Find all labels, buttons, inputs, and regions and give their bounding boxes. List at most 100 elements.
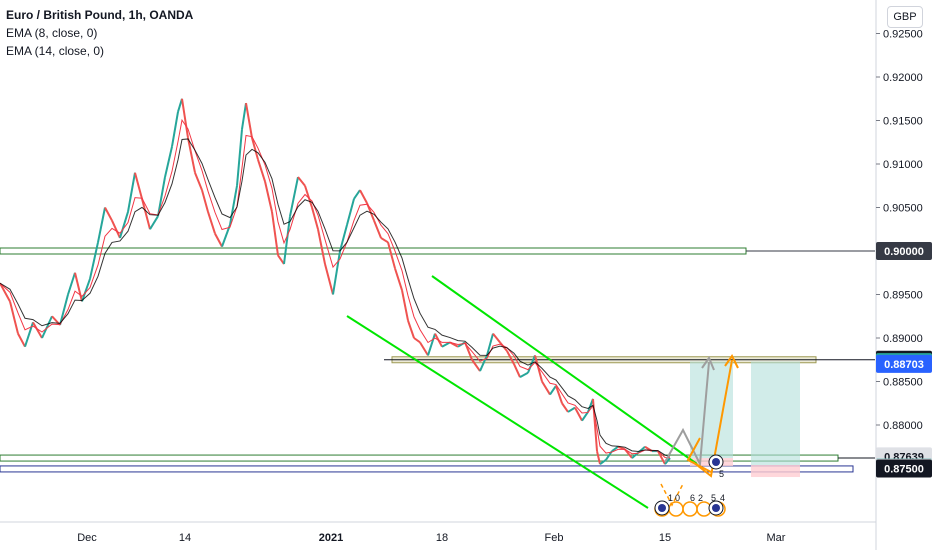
price-segment xyxy=(149,215,159,230)
price-segment xyxy=(67,272,76,295)
price-segment xyxy=(164,146,173,178)
dashed-drop-line xyxy=(660,483,684,507)
price-segment xyxy=(214,233,223,248)
event-count-label: 0 xyxy=(675,493,680,503)
price-segment xyxy=(74,272,83,302)
price-segment xyxy=(513,363,521,378)
price-segment xyxy=(506,350,515,365)
projection-path-orange-2 xyxy=(686,437,712,473)
event-count-label: 6 xyxy=(690,493,695,503)
price-tag-0.88703 xyxy=(876,354,932,373)
price-segment xyxy=(380,237,389,244)
price-tag-label: 0.88703 xyxy=(884,359,924,371)
price-segment xyxy=(637,445,646,454)
stop-box-2 xyxy=(751,465,800,478)
price-segment xyxy=(251,137,259,160)
price-segment xyxy=(289,176,299,217)
price-segment xyxy=(17,333,26,348)
price-segment xyxy=(89,242,99,280)
event-marker-orange[interactable] xyxy=(668,501,684,517)
legend-ema-8: EMA (8, close, 0) xyxy=(6,26,98,40)
price-segment xyxy=(236,129,243,186)
target-box-2 xyxy=(751,361,800,466)
price-segment xyxy=(141,198,151,230)
y-tick-label: 0.89000 xyxy=(883,333,923,345)
price-segment xyxy=(387,242,396,269)
price-segment xyxy=(555,385,563,404)
price-tag-label: 0.87500 xyxy=(884,464,924,476)
price-segment xyxy=(245,102,253,139)
price-segment xyxy=(599,458,607,465)
x-tick-label: 15 xyxy=(659,532,671,544)
x-tick-label: Mar xyxy=(767,532,786,544)
price-segment xyxy=(657,450,666,465)
y-tick-label: 0.92000 xyxy=(883,72,923,84)
price-segment xyxy=(492,333,501,343)
price-segment xyxy=(134,172,143,200)
price-segment xyxy=(486,333,494,356)
price-segment xyxy=(427,333,436,356)
price-segment xyxy=(581,411,589,422)
price-segment xyxy=(171,111,179,147)
price-segment xyxy=(119,211,129,239)
price-segment xyxy=(229,185,238,226)
event-count-label: 2 xyxy=(698,493,703,503)
price-segment xyxy=(187,137,196,173)
currency-button[interactable]: GBP xyxy=(887,6,923,28)
price-segment xyxy=(413,337,421,344)
event-count-label: 5 xyxy=(711,493,716,503)
resistance-zone-0.90000[interactable] xyxy=(0,247,747,255)
price-segment xyxy=(407,320,415,339)
price-segment xyxy=(0,282,11,302)
price-segment xyxy=(541,380,551,396)
event-marker-orange[interactable] xyxy=(682,501,698,517)
price-segment xyxy=(441,341,451,348)
price-segment xyxy=(311,207,319,230)
price-tag-0.90000 xyxy=(876,242,932,260)
arrow-head-orange xyxy=(724,354,739,369)
price-segment xyxy=(339,224,348,252)
chart-title: Euro / British Pound, 1h, OANDA xyxy=(6,8,194,22)
arrow-head-gray xyxy=(701,355,715,371)
price-segment xyxy=(353,189,361,200)
price-segment xyxy=(9,301,19,334)
price-segment xyxy=(81,278,91,302)
event-count-label: 1 xyxy=(668,493,673,503)
price-segment xyxy=(394,268,403,291)
x-tick-label: Feb xyxy=(545,532,564,544)
y-tick-label: 0.91000 xyxy=(883,159,923,171)
price-segment xyxy=(277,254,285,265)
support-zone-0.87500[interactable] xyxy=(0,465,854,473)
y-tick-label: 0.90500 xyxy=(883,203,923,215)
x-tick-label: Dec xyxy=(77,532,97,544)
price-segment xyxy=(457,341,466,348)
price-segment xyxy=(527,355,536,374)
price-segment xyxy=(317,229,326,265)
price-segment xyxy=(567,406,576,413)
price-segment xyxy=(304,185,313,208)
price-segment xyxy=(194,172,203,191)
price-segment xyxy=(549,385,557,396)
price-segment xyxy=(419,341,429,356)
y-tick-label: 0.92500 xyxy=(883,29,923,41)
price-segment xyxy=(332,250,341,295)
price-segment xyxy=(127,172,136,213)
price-segment xyxy=(201,189,209,213)
price-segment xyxy=(324,263,334,295)
price-segment xyxy=(111,220,121,239)
price-segment xyxy=(264,181,273,213)
price-segment xyxy=(574,407,583,422)
channel-upper-line[interactable] xyxy=(431,275,698,465)
price-segment xyxy=(471,359,481,372)
channel-lower-line[interactable] xyxy=(346,315,649,509)
price-segment xyxy=(519,371,529,379)
event-marker-bottom-1-dot xyxy=(658,504,666,512)
price-segment xyxy=(257,159,266,182)
x-tick-label: 18 xyxy=(436,532,448,544)
price-segment xyxy=(241,102,247,130)
price-segment xyxy=(104,207,113,222)
event-count-label: 4 xyxy=(720,493,725,503)
price-segment xyxy=(596,450,601,465)
